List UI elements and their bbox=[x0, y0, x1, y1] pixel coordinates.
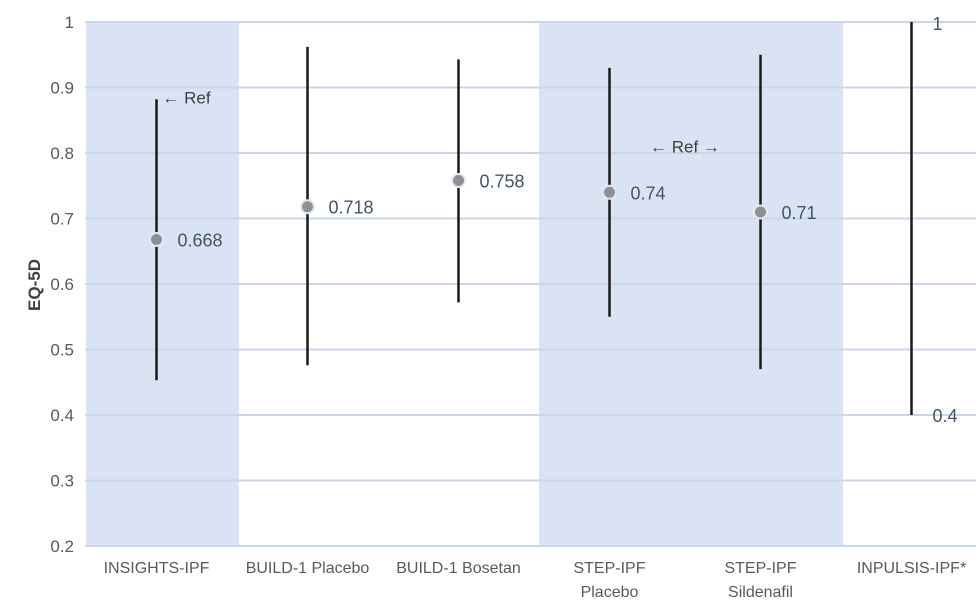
ref-annotation: ← Ref bbox=[162, 88, 210, 107]
data-point bbox=[753, 204, 768, 220]
x-category-label: INPULSIS-IPF* bbox=[857, 560, 966, 577]
range-high-label: 1 bbox=[933, 14, 943, 34]
y-tick-label: 0.5 bbox=[50, 341, 74, 360]
data-point bbox=[451, 173, 466, 189]
x-category-label: Placebo bbox=[581, 584, 639, 600]
annotations: ← Ref ← Ref → bbox=[162, 88, 720, 156]
y-tick-label: 0.9 bbox=[50, 79, 74, 98]
x-category-label: STEP-IPF bbox=[724, 560, 796, 577]
data-label: 0.668 bbox=[178, 230, 223, 250]
series-marks: 0.668 0.718 0.758 0.74 0.71 1 0.4 bbox=[149, 14, 958, 426]
y-tick-label: 1 bbox=[65, 13, 74, 32]
y-tick-label: 0.7 bbox=[50, 210, 74, 229]
data-point bbox=[300, 199, 315, 215]
data-point bbox=[149, 231, 164, 247]
data-label: 0.74 bbox=[631, 183, 666, 203]
x-category-label: Sildenafil bbox=[728, 584, 793, 600]
y-tick-label: 0.6 bbox=[50, 275, 74, 294]
y-axis-ticks: 0.2 0.3 0.4 0.5 0.6 0.7 0.8 0.9 1 bbox=[50, 13, 74, 556]
x-axis-categories: INSIGHTS-IPF BUILD-1 Placebo BUILD-1 Boset… bbox=[104, 560, 967, 600]
gridlines bbox=[85, 21, 976, 547]
data-point bbox=[602, 184, 617, 200]
y-tick-label: 0.4 bbox=[50, 406, 74, 425]
x-category-label: STEP-IPF bbox=[573, 560, 645, 577]
ref-annotation: ← Ref → bbox=[650, 137, 720, 156]
y-tick-label: 0.3 bbox=[50, 472, 74, 491]
data-label: 0.718 bbox=[329, 198, 374, 218]
range-low-label: 0.4 bbox=[933, 406, 958, 426]
x-category-label: BUILD-1 Placebo bbox=[246, 560, 370, 577]
x-category-label: INSIGHTS-IPF bbox=[104, 560, 210, 577]
y-tick-label: 0.2 bbox=[50, 537, 74, 556]
y-tick-label: 0.8 bbox=[50, 144, 74, 163]
x-category-label: BUILD-1 Bosetan bbox=[396, 560, 521, 577]
data-label: 0.71 bbox=[782, 203, 817, 223]
data-label: 0.758 bbox=[480, 172, 525, 192]
y-axis-label: EQ-5D bbox=[25, 259, 44, 311]
